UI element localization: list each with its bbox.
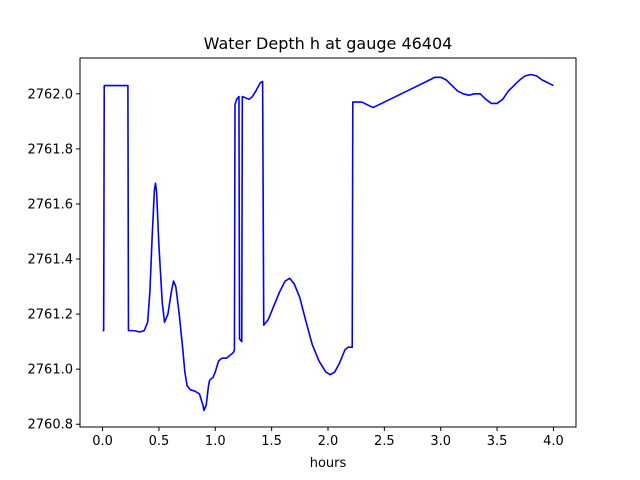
- x-tick-label: 3.5: [487, 434, 508, 449]
- y-tick-label: 2760.8: [28, 418, 74, 433]
- x-tick-label: 4.0: [543, 434, 564, 449]
- y-tick-label: 2761.6: [28, 197, 74, 212]
- y-tick-label: 2762.0: [28, 87, 74, 102]
- x-axis: 0.0 0.5 1.0 1.5 2.0 2.5 3.0 3.5 4.0: [92, 427, 564, 449]
- series-layer: [102, 73, 554, 412]
- y-tick-label: 2761.8: [28, 142, 74, 157]
- series-line: [102, 73, 554, 412]
- x-tick-label: 1.0: [205, 434, 226, 449]
- chart-title: Water Depth h at gauge 46404: [204, 34, 453, 53]
- y-tick-label: 2761.2: [28, 308, 74, 323]
- x-tick-label: 3.0: [430, 434, 451, 449]
- x-axis-label: hours: [310, 456, 347, 471]
- x-tick-label: 0.0: [92, 434, 113, 449]
- x-tick-label: 2.0: [318, 434, 339, 449]
- x-tick-label: 1.5: [261, 434, 282, 449]
- y-axis: 2760.8 2761.0 2761.2 2761.4 2761.6 2761.8 2762…: [28, 87, 80, 433]
- x-tick-label: 2.5: [374, 434, 395, 449]
- y-tick-label: 2761.0: [28, 363, 74, 378]
- plot-area: [80, 58, 576, 427]
- y-tick-label: 2761.4: [28, 253, 74, 268]
- x-tick-label: 0.5: [149, 434, 170, 449]
